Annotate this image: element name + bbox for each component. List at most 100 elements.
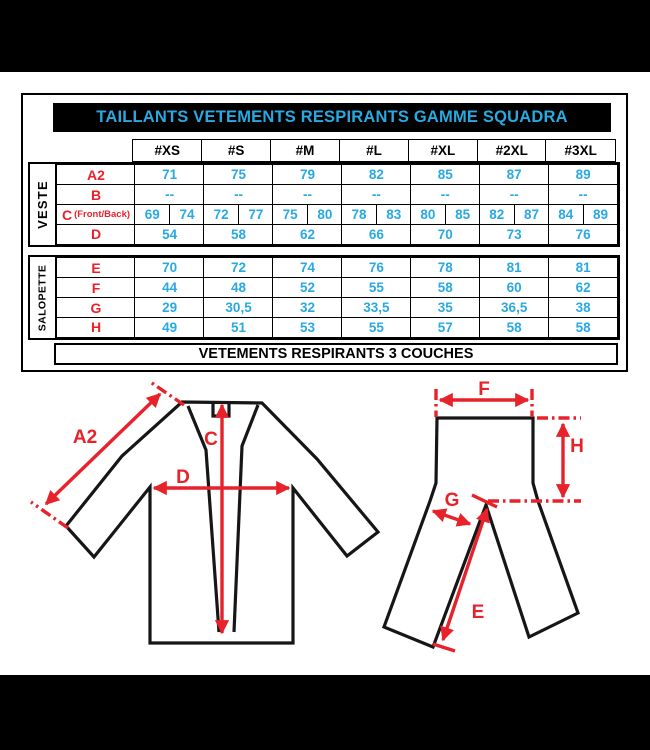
size-column-header: #2XL — [476, 139, 548, 162]
size-value-cell: 49 — [134, 316, 205, 339]
size-value-cell: 30,5 — [203, 296, 274, 319]
size-value-cell: 69 74 — [134, 203, 205, 226]
size-value-cell: 81 — [547, 257, 619, 279]
size-value: 89 — [582, 204, 618, 225]
size-value: 75 — [282, 207, 298, 223]
measure-label: A2 — [87, 166, 105, 183]
measure-label-suffix: (Front/Back) — [74, 208, 131, 220]
size-value: 85 — [444, 204, 480, 225]
size-group-salopette: SALOPETTE E 70 72 74 76 78 81 81 F 44 48 52 55 58 60 62 G… — [28, 255, 621, 341]
measure-label: F — [91, 279, 101, 296]
size-value-cell: 57 — [410, 316, 481, 339]
measure-label-cell: B — [56, 183, 136, 206]
size-value: 82 — [489, 207, 505, 223]
garment-measure-diagram: A2 C D F H G E — [30, 380, 584, 653]
size-column-header: #L — [338, 139, 410, 162]
label-a2: A2 — [73, 427, 97, 448]
size-group-veste: VESTE A2 71 75 79 82 85 87 89 B -- -- -- -- -- -- -- C (Fr… — [28, 162, 621, 248]
size-value-cell: -- — [272, 183, 343, 206]
size-value: 78 — [351, 207, 367, 223]
size-value-cell: 79 — [272, 164, 343, 186]
size-column-header: #XL — [407, 139, 479, 162]
size-chart-table: TAILLANTS VETEMENTS RESPIRANTS GAMME SQU… — [21, 93, 628, 372]
size-value-cell: 87 — [478, 164, 550, 186]
a2-arrow — [44, 392, 162, 506]
size-value-cell: 80 85 — [410, 203, 481, 226]
measure-row-f: F 44 48 52 55 58 60 62 — [56, 276, 619, 299]
label-f: F — [478, 380, 490, 400]
size-value: 72 — [213, 207, 229, 223]
size-value-cell: -- — [341, 183, 412, 206]
bottom-letterbox — [0, 675, 650, 750]
top-letterbox — [0, 0, 650, 72]
pants-outline — [381, 416, 580, 650]
measure-row-d: D 54 58 62 66 70 73 76 — [56, 223, 619, 246]
size-value-cell: 71 — [134, 164, 205, 186]
size-header-row: #XS #S #M #L #XL #2XL #3XL — [132, 139, 616, 162]
size-value-cell: 70 — [410, 223, 481, 246]
size-value-cell: 70 — [134, 257, 205, 279]
measure-row-e: E 70 72 74 76 78 81 81 — [56, 257, 619, 279]
size-value-cell: 53 — [272, 316, 343, 339]
group-vertical-label: SALOPETTE — [30, 257, 56, 339]
table-footer-text: VETEMENTS RESPIRANTS 3 COUCHES — [198, 345, 474, 362]
size-value-cell: -- — [203, 183, 274, 206]
size-value-cell: 48 — [203, 276, 274, 299]
size-value-cell: -- — [547, 183, 619, 206]
label-d: D — [176, 467, 190, 488]
chart-title: TAILLANTS VETEMENTS RESPIRANTS GAMME SQU… — [96, 108, 568, 126]
size-value-cell: -- — [410, 183, 481, 206]
size-column-header: #3XL — [545, 139, 616, 162]
size-value: 84 — [558, 207, 574, 223]
measure-label-cell: H — [56, 316, 136, 339]
size-value-cell: 62 — [547, 276, 619, 299]
e-bottom-tick — [432, 642, 456, 653]
size-value-cell: 58 — [203, 223, 274, 246]
size-value-cell: 82 87 — [478, 203, 550, 226]
size-value-cell: 72 77 — [203, 203, 274, 226]
measure-row-g: G 29 30,5 32 33,5 35 36,5 38 — [56, 296, 619, 319]
measure-label: H — [90, 319, 102, 336]
measure-label-cell: A2 — [56, 164, 136, 186]
measure-label: B — [90, 186, 102, 203]
pants-dimensions — [431, 389, 581, 653]
group-rows: E 70 72 74 76 78 81 81 F 44 48 52 55 58 60 62 G 29 30,5 32 3… — [56, 257, 619, 339]
size-value-cell: 36,5 — [478, 296, 550, 319]
jacket-right-lapel — [232, 404, 260, 633]
size-column-header: #M — [269, 139, 341, 162]
measure-row-c: C (Front/Back) 69 74 72 77 75 80 78 83 80 85 82 87 84 8… — [56, 203, 619, 226]
size-value: 80 — [420, 207, 436, 223]
a2-extension-top — [148, 380, 185, 407]
size-value-cell: 89 — [547, 164, 619, 186]
size-value-cell: 55 — [341, 276, 412, 299]
group-rows: A2 71 75 79 82 85 87 89 B -- -- -- -- -- -- -- C (Front/B… — [56, 164, 619, 246]
size-value: 83 — [375, 204, 411, 225]
size-value: 77 — [238, 204, 273, 225]
size-value-cell: 32 — [272, 296, 343, 319]
size-value-cell: 75 80 — [272, 203, 343, 226]
jacket-left-lapel — [186, 405, 221, 633]
size-value-cell: 85 — [410, 164, 481, 186]
measure-label: E — [91, 259, 101, 276]
size-value-cell: 84 89 — [547, 203, 619, 226]
size-value-cell: 73 — [478, 223, 550, 246]
size-value-cell: 29 — [134, 296, 205, 319]
size-value-cell: 66 — [341, 223, 412, 246]
group-vertical-label-text: VESTE — [35, 180, 50, 229]
size-value-cell: -- — [478, 183, 550, 206]
measure-label-cell: F — [56, 276, 136, 299]
size-value-cell: 82 — [341, 164, 412, 186]
measure-label-cell: E — [56, 257, 136, 279]
size-value-cell: 72 — [203, 257, 274, 279]
size-value: 74 — [169, 204, 204, 225]
size-value-cell: 52 — [272, 276, 343, 299]
label-e: E — [472, 602, 485, 623]
e-arrow — [440, 507, 490, 642]
size-value-cell: 81 — [478, 257, 550, 279]
size-value-cell: -- — [134, 183, 205, 206]
size-value: 80 — [306, 204, 342, 225]
measure-label: C — [61, 206, 73, 223]
size-column-header: #XS — [132, 139, 203, 162]
size-value-cell: 78 — [410, 257, 481, 279]
